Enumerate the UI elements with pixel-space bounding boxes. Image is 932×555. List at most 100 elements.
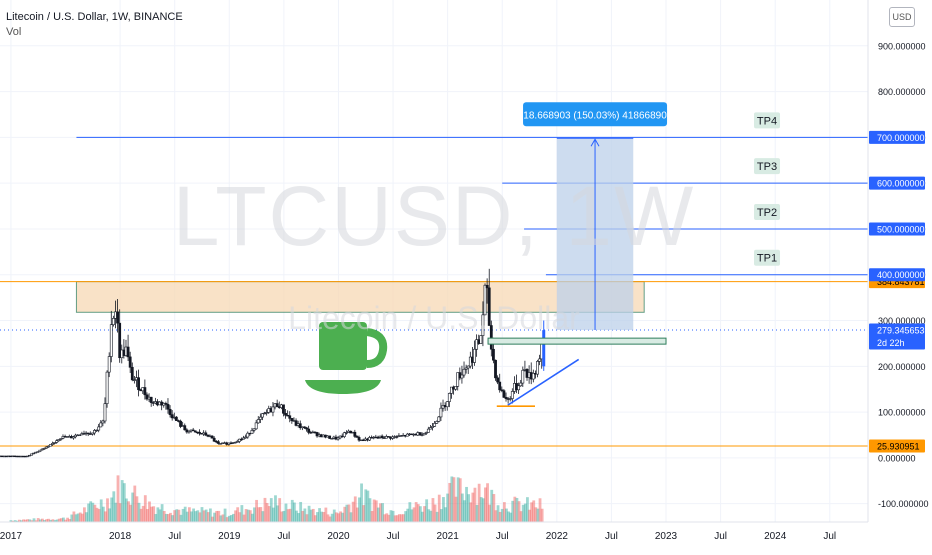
volume-bar — [28, 519, 32, 522]
target-label: TP2 — [757, 207, 777, 219]
price-tick-label: 300.000000 — [878, 316, 926, 326]
volume-bar — [360, 483, 363, 522]
volume-bar — [269, 498, 273, 522]
candle-body — [170, 414, 174, 419]
candle-body — [303, 426, 306, 429]
candle-body — [237, 438, 241, 442]
volume-bar — [255, 499, 258, 522]
candle-body — [460, 374, 464, 379]
candle-body — [519, 382, 523, 387]
candle-body — [517, 385, 521, 391]
level-price-badge: 400.000000 — [877, 270, 925, 280]
candle-body — [44, 446, 48, 449]
volume-bar — [404, 511, 408, 522]
candle-body — [437, 416, 441, 422]
volume-bar — [305, 514, 309, 522]
time-tick-label: 2022 — [546, 531, 569, 542]
volume-bar — [190, 511, 193, 522]
price-tick-label: -100.000000 — [878, 499, 929, 509]
volume-bar — [192, 508, 195, 522]
volume-bar — [13, 520, 17, 522]
volume-indicator-label[interactable]: Vol — [6, 26, 22, 38]
candle-body — [25, 455, 29, 458]
last-price-badge: 279.345653 — [877, 325, 925, 335]
candle-body — [101, 420, 105, 424]
last-price-badge-bg — [869, 323, 925, 350]
volume-bar — [328, 516, 332, 522]
currency-badge[interactable]: USD — [889, 7, 915, 27]
candle-body — [109, 324, 113, 357]
candle-body — [290, 418, 294, 421]
candle-body — [536, 361, 539, 375]
volume-bar — [145, 509, 149, 522]
candle-body — [51, 443, 54, 445]
volume-bar — [393, 515, 397, 522]
candle-body — [450, 386, 453, 394]
drawings — [487, 337, 667, 407]
volume-bar — [509, 512, 513, 522]
volume-bar — [83, 507, 86, 522]
volume-bar — [528, 509, 531, 522]
candle-body — [464, 367, 468, 370]
volume-bar — [299, 501, 303, 522]
level-price-badge: 384.843781 — [877, 277, 925, 287]
candle-body — [216, 441, 220, 444]
volume-bar — [458, 478, 462, 522]
volume-bar — [385, 513, 389, 522]
volume-bar — [30, 520, 34, 522]
volume-bar — [118, 503, 122, 522]
volume-bar — [236, 507, 240, 522]
candle-body — [496, 377, 500, 383]
candle-body — [508, 398, 512, 400]
volume-bar — [421, 511, 424, 522]
symbol-title[interactable]: Litecoin / U.S. Dollar, 1W, BINANCE — [6, 11, 183, 23]
candle-body — [191, 429, 195, 432]
candle-body — [36, 451, 40, 453]
volume-bar — [261, 511, 265, 522]
volume-bar — [196, 510, 200, 522]
candle-body — [342, 432, 346, 437]
candle-body — [212, 437, 216, 442]
volume-bar — [152, 506, 156, 522]
measure-label-bg — [523, 102, 668, 127]
volume-bar — [139, 508, 143, 522]
volume-bar — [156, 507, 160, 522]
volume-bar — [301, 510, 305, 522]
volume-bar — [454, 496, 458, 522]
neckline-box[interactable] — [487, 337, 667, 345]
volume-bar — [244, 509, 248, 522]
volume-bar — [536, 508, 540, 522]
volume-bar — [62, 517, 65, 522]
time-axis-bg — [0, 522, 932, 550]
volume-bar — [36, 518, 40, 522]
volume-bar — [303, 508, 307, 522]
volume-bar — [475, 504, 479, 522]
volume-bar — [225, 517, 229, 522]
resistance-zone-rect[interactable] — [75, 281, 645, 313]
volume-bar — [194, 511, 198, 522]
candle-body — [187, 430, 191, 433]
level-price-badge: 25.930951 — [877, 442, 920, 452]
volume-bar — [223, 508, 227, 522]
candle-body — [454, 386, 458, 390]
volume-bar — [99, 499, 103, 522]
volume-bar — [397, 514, 401, 522]
volume-bar — [511, 500, 515, 522]
wedge-trendline[interactable] — [507, 358, 580, 406]
volume-bar — [66, 517, 70, 522]
candle-body — [475, 339, 479, 350]
volume-bar — [24, 519, 28, 522]
volume-bar — [324, 507, 328, 522]
volume-bar — [376, 507, 380, 522]
candle-body — [368, 437, 371, 441]
candle-body — [462, 368, 466, 376]
volume-bar — [110, 497, 114, 522]
volume-bar — [72, 511, 76, 522]
volume-bar — [246, 509, 250, 522]
volume-bar — [133, 485, 137, 522]
volume-bar — [9, 520, 13, 522]
volume-bar — [175, 509, 179, 522]
volume-bar — [87, 503, 91, 522]
